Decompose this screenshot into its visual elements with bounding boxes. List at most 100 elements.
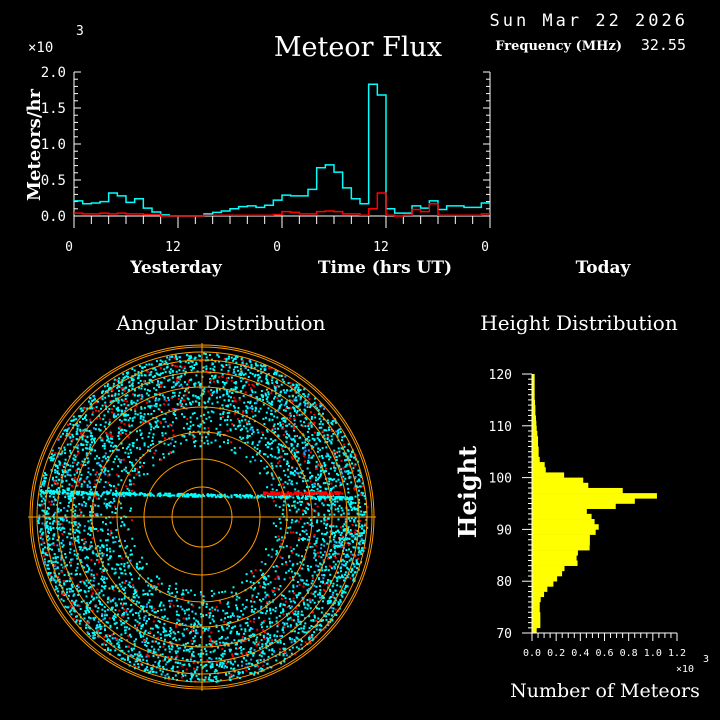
meteor-point <box>282 504 285 507</box>
meteor-point <box>167 452 170 455</box>
meteor-point <box>292 584 295 587</box>
meteor-point <box>262 664 265 667</box>
meteor-point <box>299 389 302 391</box>
meteor-point <box>89 446 92 449</box>
meteor-point <box>267 554 270 557</box>
meteor-point <box>154 393 156 396</box>
meteor-point <box>188 433 191 436</box>
meteor-point <box>140 370 143 373</box>
meteor-point <box>162 626 165 629</box>
meteor-point <box>232 388 235 391</box>
meteor-point <box>75 599 78 602</box>
meteor-point <box>86 476 89 479</box>
meteor-point <box>101 554 104 557</box>
meteor-point <box>244 442 247 444</box>
meteor-point <box>84 591 87 594</box>
meteor-point <box>55 476 58 479</box>
meteor-point <box>270 447 273 450</box>
meteor-point <box>121 379 124 382</box>
meteor-point <box>165 630 168 633</box>
meteor-point <box>330 606 333 609</box>
meteor-point <box>227 377 230 380</box>
meteor-point <box>301 472 303 475</box>
meteor-point <box>187 391 190 394</box>
meteor-point <box>308 639 311 642</box>
meteor-point <box>304 617 306 620</box>
meteor-point <box>124 418 127 421</box>
meteor-point <box>240 610 243 612</box>
meteor-point <box>283 500 286 503</box>
meteor-point <box>282 608 285 611</box>
meteor-point <box>109 624 112 627</box>
meteor-point <box>66 606 69 609</box>
meteor-point <box>222 412 225 415</box>
meteor-point <box>289 437 292 440</box>
meteor-point <box>148 589 151 592</box>
meteor-point <box>183 381 186 384</box>
meteor-point <box>110 437 112 440</box>
meteor-point <box>324 487 327 490</box>
meteor-point <box>186 397 189 400</box>
meteor-point <box>173 408 176 410</box>
meteor-point <box>193 667 195 670</box>
meteor-point <box>279 465 282 467</box>
meteor-point <box>193 440 195 443</box>
meteor-point <box>266 601 268 604</box>
meteor-point <box>273 423 276 426</box>
meteor-point <box>211 394 213 397</box>
meteor-point <box>357 546 360 549</box>
meteor-point <box>175 652 178 655</box>
meteor-point <box>344 522 347 525</box>
meteor-point <box>332 498 335 501</box>
meteor-point <box>118 644 121 647</box>
meteor-point <box>240 641 243 644</box>
meteor-point <box>107 504 110 507</box>
meteor-point <box>98 599 100 602</box>
meteor-point <box>149 444 152 447</box>
meteor-point <box>327 435 330 437</box>
meteor-point <box>360 527 363 530</box>
meteor-point <box>277 451 280 454</box>
meteor-point <box>232 586 235 589</box>
meteor-point <box>325 429 328 432</box>
meteor-point <box>303 509 306 512</box>
meteor-point <box>229 631 232 634</box>
meteor-point <box>216 352 219 355</box>
meteor-point <box>228 364 231 367</box>
meteor-point <box>95 553 98 556</box>
meteor-point <box>341 541 344 543</box>
meteor-point <box>106 439 108 442</box>
meteor-point <box>363 495 366 497</box>
meteor-point <box>81 565 84 568</box>
meteor-point <box>301 477 304 480</box>
meteor-point <box>348 456 351 459</box>
meteor-point <box>111 441 114 444</box>
meteor-point <box>304 441 307 444</box>
meteor-point <box>242 410 245 413</box>
meteor-point <box>318 432 321 435</box>
meteor-point <box>163 377 166 379</box>
meteor-point <box>113 618 115 620</box>
meteor-point <box>313 552 316 555</box>
meteor-point <box>317 413 320 415</box>
meteor-point <box>103 578 106 581</box>
meteor-point <box>109 600 112 603</box>
meteor-point <box>243 384 246 387</box>
meteor-point <box>309 477 312 480</box>
meteor-point <box>109 489 112 492</box>
meteor-point <box>76 438 79 441</box>
meteor-point <box>213 390 216 393</box>
meteor-point <box>192 434 195 437</box>
meteor-point <box>86 621 89 624</box>
meteor-point <box>139 434 142 436</box>
meteor-point <box>178 391 181 394</box>
meteor-point <box>240 370 243 373</box>
meteor-point <box>347 472 350 475</box>
meteor-point <box>282 417 285 420</box>
meteor-point <box>175 380 178 383</box>
meteor-point <box>242 395 245 397</box>
meteor-point <box>335 421 337 424</box>
meteor-point <box>185 589 188 592</box>
meteor-point <box>223 652 226 655</box>
meteor-point <box>318 585 321 588</box>
